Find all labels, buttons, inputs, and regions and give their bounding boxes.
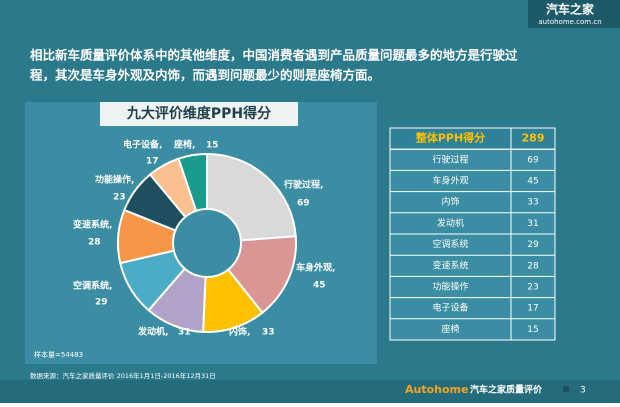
slice-label: 功能操作, (95, 174, 134, 186)
footer-name: 汽车之家质量评价 (470, 384, 543, 396)
table-cell: 变速系统 (432, 259, 468, 271)
table-cell: 发动机 (437, 217, 464, 229)
logo-box (528, 0, 620, 28)
slice-value: 31 (178, 328, 191, 338)
slice-label: 发动机, (137, 326, 168, 338)
slice-value: 45 (313, 281, 326, 291)
table-cell: 33 (527, 198, 538, 208)
slice-value: 17 (146, 157, 159, 167)
data-source: 数据来源：汽车之家质量评价 2016年1月1日-2016年12月31日 (30, 371, 216, 380)
slice-label: 变速系统, (73, 219, 112, 231)
table: 整体PPH得分 289 行驶过程 69 车身外观 45 内饰 33 发动机 31 空调系统 29 变速系… (389, 127, 556, 341)
header-line: 相比新车质量评价体系中的其他维度，中国消费者遇到产品质量问题最多的地方是行驶过 (30, 48, 518, 63)
footer-bar (0, 380, 620, 403)
table-cell: 功能操作 (432, 281, 468, 293)
header-line: 程，其次是车身外观及内饰，而遇到问题最少的则是座椅方面。 (30, 68, 380, 83)
slice-value: 33 (262, 328, 275, 338)
slice-value: 15 (206, 141, 219, 151)
table-header-cell: 整体PPH得分 (415, 131, 485, 145)
donut: 行驶过程, 69 车身外观, 45 内饰, 33 发动机, 31 空调系统, 29 变速系统, 28 功… (73, 139, 335, 338)
table-cell: 69 (527, 155, 539, 165)
table-cell: 行驶过程 (432, 153, 468, 165)
slice-value: 23 (113, 193, 126, 203)
table-cell: 45 (527, 177, 538, 187)
slice-label: 电子设备, (123, 139, 162, 151)
table-cell: 17 (527, 304, 538, 314)
table-cell: 空调系统 (432, 238, 468, 250)
slice-value: 29 (95, 298, 108, 308)
slice-label: 行驶过程, (283, 179, 323, 191)
slice-label: 空调系统, (73, 280, 112, 292)
logo-name: 汽车之家 (546, 2, 595, 17)
table-cell: 15 (527, 325, 538, 335)
donut-slice (177, 152, 208, 213)
footer-brand: Autohome (405, 383, 468, 396)
slice-label: 车身外观, (296, 262, 335, 274)
sample-size: 样本量=54483 (34, 350, 83, 359)
table-header-cell: 289 (522, 132, 545, 145)
table-cell: 23 (527, 283, 538, 293)
slice-label: 内饰, (229, 326, 250, 338)
chart-title-box (100, 102, 298, 126)
slice-label: 座椅, (173, 139, 195, 151)
page-number: 3 (580, 386, 586, 396)
donut-slice (206, 152, 297, 242)
slice-value: 69 (297, 199, 310, 209)
table-cell: 电子设备 (432, 302, 468, 314)
table-cell: 座椅 (441, 323, 459, 335)
table-cell: 内饰 (441, 196, 459, 208)
footer-square (563, 386, 569, 392)
slice-value: 28 (88, 238, 101, 248)
donut-slice (226, 235, 297, 315)
table-cell: 31 (527, 219, 538, 229)
table-cell: 29 (527, 240, 539, 250)
logo-url: autohome.com.cn (538, 18, 601, 26)
chart-title: 九大评价维度PPH得分 (126, 105, 271, 122)
table-cell: 车身外观 (432, 175, 468, 187)
table-cell: 28 (527, 261, 539, 271)
